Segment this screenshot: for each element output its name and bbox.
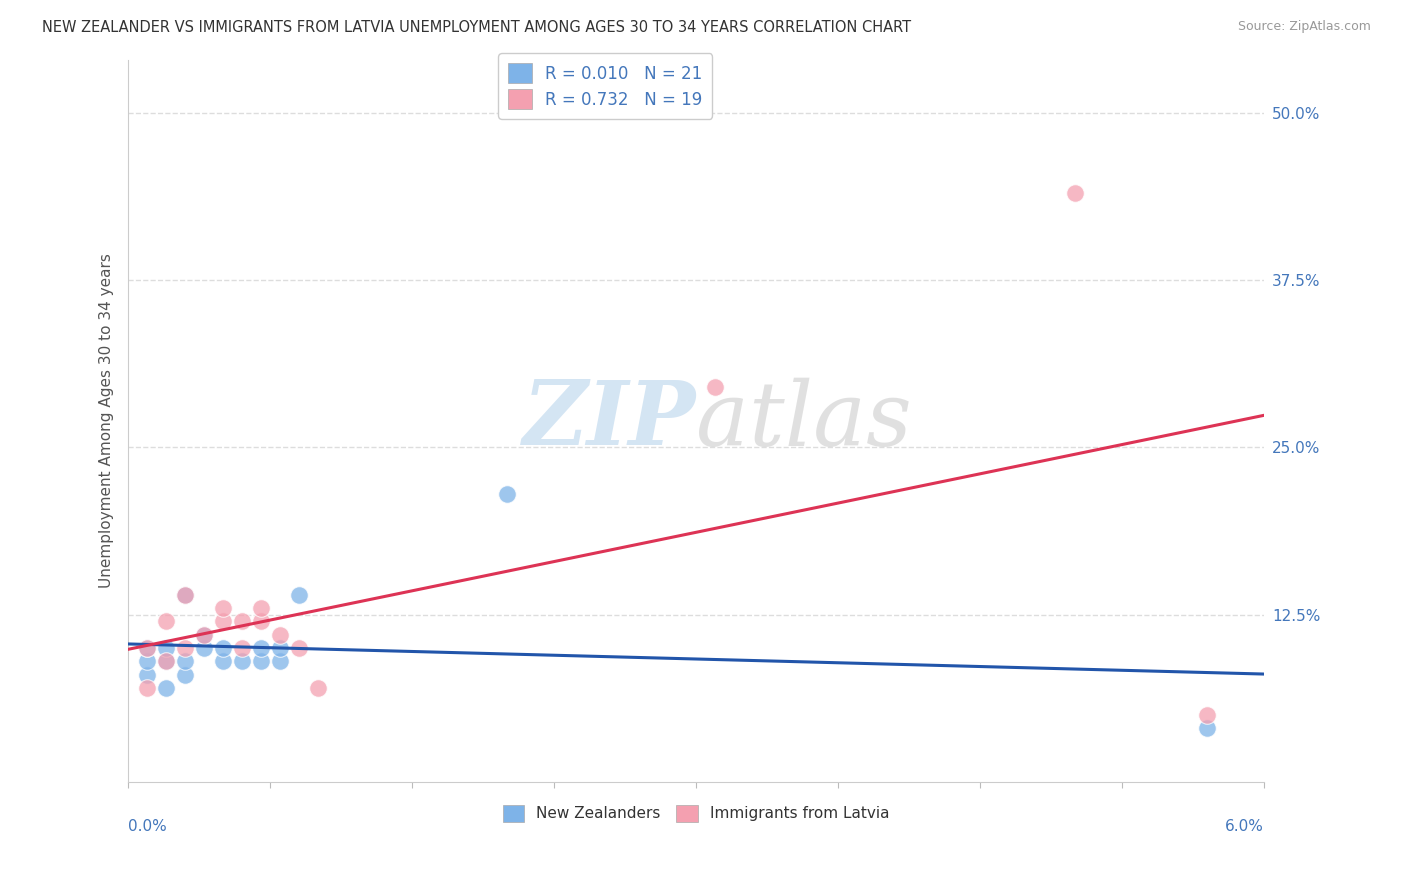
Point (231, 615, 253, 629)
Point (136, 641, 159, 656)
Y-axis label: Unemployment Among Ages 30 to 34 years: Unemployment Among Ages 30 to 34 years (100, 253, 114, 588)
Point (249, 641, 271, 656)
Point (212, 601, 235, 615)
Point (1197, 707, 1219, 722)
Point (231, 641, 253, 656)
Point (307, 681, 329, 695)
Point (269, 641, 291, 656)
Text: 6.0%: 6.0% (1225, 819, 1264, 834)
Point (287, 641, 309, 656)
Point (249, 601, 271, 615)
Point (495, 487, 517, 501)
Point (212, 655, 235, 669)
Point (269, 655, 291, 669)
Point (136, 641, 159, 656)
Legend: New Zealanders, Immigrants from Latvia: New Zealanders, Immigrants from Latvia (496, 798, 896, 829)
Point (155, 641, 177, 656)
Point (136, 681, 159, 695)
Point (249, 655, 271, 669)
Text: 0.0%: 0.0% (128, 819, 167, 834)
Point (212, 641, 235, 656)
Point (249, 615, 271, 629)
Text: ZIP: ZIP (523, 377, 696, 464)
Point (174, 667, 197, 681)
Point (174, 655, 197, 669)
Point (136, 655, 159, 669)
Point (704, 380, 727, 394)
Point (1197, 721, 1219, 735)
Point (193, 628, 215, 642)
Point (193, 641, 215, 656)
Point (155, 655, 177, 669)
Point (174, 588, 197, 602)
Point (155, 615, 177, 629)
Text: Source: ZipAtlas.com: Source: ZipAtlas.com (1237, 20, 1371, 33)
Point (231, 655, 253, 669)
Point (1063, 186, 1085, 201)
Point (212, 615, 235, 629)
Point (155, 655, 177, 669)
Text: atlas: atlas (696, 377, 912, 464)
Point (136, 667, 159, 681)
Point (174, 588, 197, 602)
Text: NEW ZEALANDER VS IMMIGRANTS FROM LATVIA UNEMPLOYMENT AMONG AGES 30 TO 34 YEARS C: NEW ZEALANDER VS IMMIGRANTS FROM LATVIA … (42, 20, 911, 35)
Point (287, 588, 309, 602)
Point (193, 628, 215, 642)
Point (155, 681, 177, 695)
Point (269, 628, 291, 642)
Point (174, 641, 197, 656)
